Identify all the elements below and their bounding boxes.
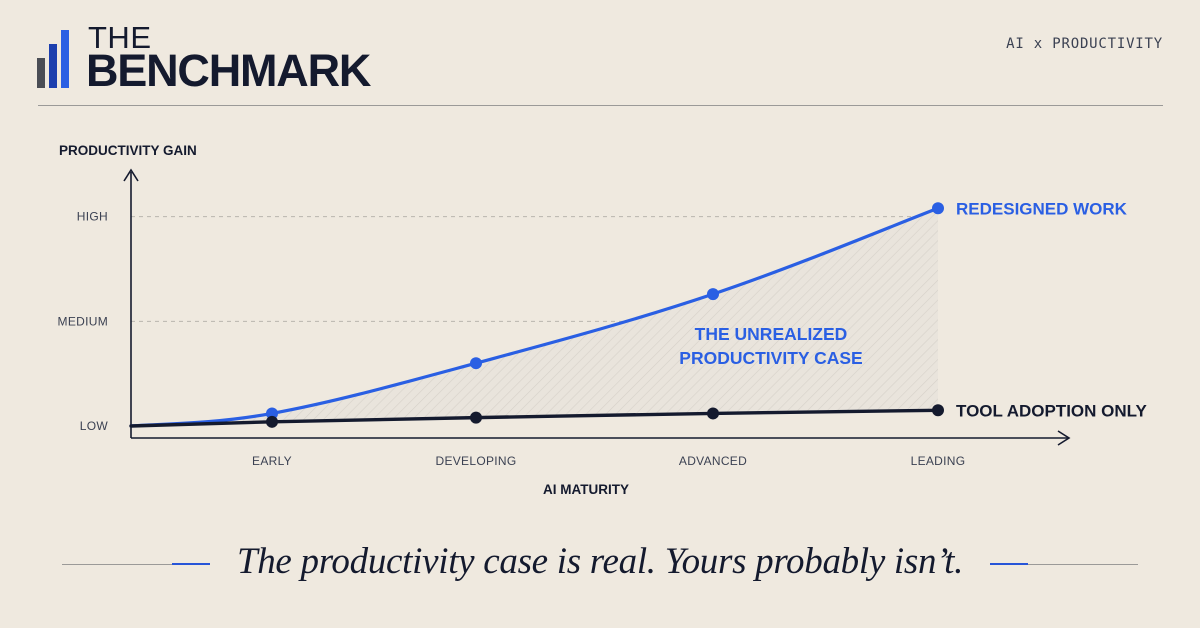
footer-rule-left [62, 564, 209, 565]
header: THE BENCHMARK AI x PRODUCTIVITY [0, 0, 1200, 110]
header-divider [38, 105, 1163, 106]
series-label-redesigned-work: REDESIGNED WORK [956, 199, 1128, 218]
x-axis-arrow-icon [1057, 430, 1071, 446]
y-tick-label-low: LOW [80, 419, 109, 433]
x-tick-label-developing: DEVELOPING [435, 454, 516, 468]
footer-accent-right [990, 563, 1028, 565]
data-point-redesigned-work-advanced [707, 288, 719, 301]
footer-caption: The productivity case is real. Yours pro… [236, 541, 964, 582]
x-tick-label-advanced: ADVANCED [679, 454, 747, 468]
data-point-tool-adoption-only-early [266, 415, 278, 428]
bar-chart-logo-icon [37, 30, 69, 88]
y-axis-arrow-icon [123, 168, 139, 182]
annotation-line-1: THE UNREALIZED [695, 324, 848, 344]
data-point-redesigned-work-early [266, 407, 278, 420]
data-point-tool-adoption-only-developing [470, 411, 482, 424]
x-axis-title: AI MATURITY [543, 482, 629, 497]
brand-wordmark-benchmark: BENCHMARK [86, 45, 371, 96]
data-point-redesigned-work-developing [470, 357, 482, 370]
series-label-tool-adoption-only: TOOL ADOPTION ONLY [956, 401, 1147, 420]
series-line-tool-adoption-only [129, 408, 940, 428]
brand-wordmark-the: THE [88, 20, 152, 55]
y-tick-label-medium: MEDIUM [58, 314, 108, 328]
data-point-tool-adoption-only-advanced [707, 407, 719, 420]
data-point-tool-adoption-only-leading [932, 404, 944, 417]
unrealized-gap-area [131, 208, 938, 426]
footer-rule-right [990, 564, 1138, 565]
series-line-redesigned-work [129, 206, 940, 428]
data-point-redesigned-work-leading [932, 202, 944, 215]
footer-accent-left [172, 563, 210, 565]
x-tick-label-leading: LEADING [911, 454, 966, 468]
y-axis-title: PRODUCTIVITY GAIN [59, 143, 197, 158]
y-tick-label-high: HIGH [77, 210, 108, 224]
annotation-line-2: PRODUCTIVITY CASE [679, 348, 862, 368]
brand-logo: THE BENCHMARK [36, 20, 396, 96]
x-tick-label-early: EARLY [252, 454, 292, 468]
series-tagline: AI x PRODUCTIVITY [1006, 36, 1163, 52]
